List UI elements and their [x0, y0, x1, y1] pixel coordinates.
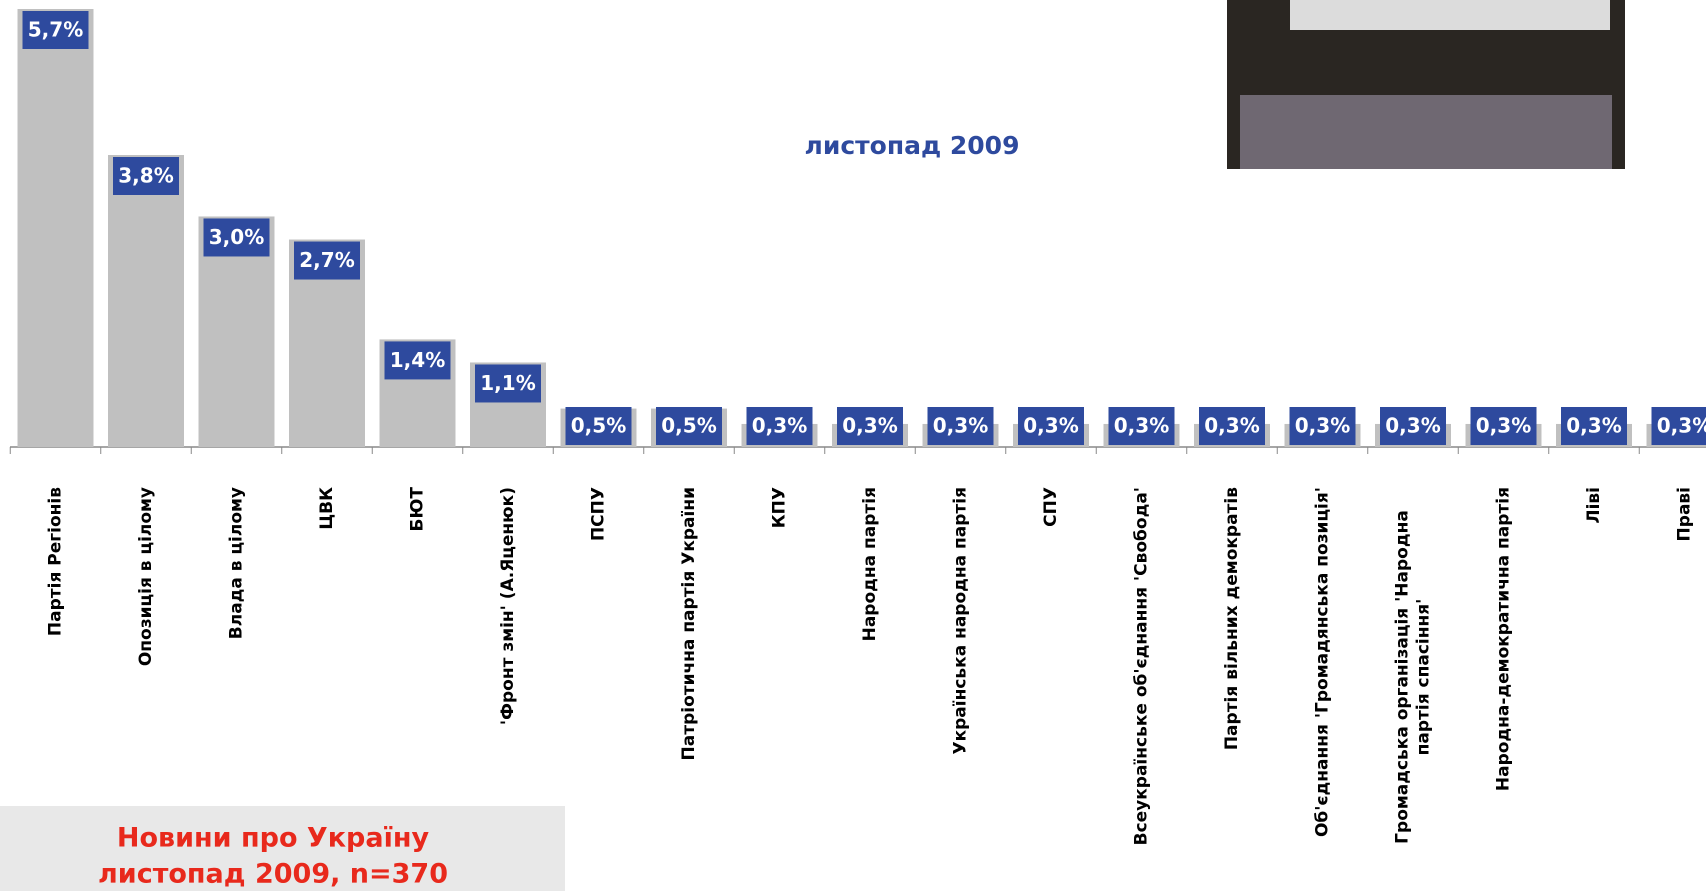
note-box	[0, 806, 565, 891]
value-label: 1,4%	[390, 348, 445, 372]
value-label: 0,3%	[1295, 414, 1350, 438]
x-tick-label: Всеукраїнське об'єднання 'Свобода'	[1132, 487, 1152, 845]
x-tick-label: ПСПУ	[589, 487, 609, 541]
x-tick-label: Влада в цілому	[227, 487, 247, 639]
value-label-box	[1651, 407, 1706, 445]
x-tick-label: Патріотична партія України	[679, 487, 699, 760]
x-tick-label: КПУ	[770, 487, 790, 528]
x-tick-label: БЮТ	[408, 487, 428, 532]
value-label-box	[1108, 407, 1175, 445]
note-line: Новини про Україну	[117, 823, 430, 854]
value-label-box	[837, 407, 903, 445]
note-line: листопад 2009, n=370	[98, 859, 448, 890]
value-label-box	[294, 241, 360, 280]
value-label-box	[1289, 407, 1356, 445]
value-label-box	[1470, 407, 1537, 445]
value-label: 0,3%	[1476, 414, 1531, 438]
value-label-box	[1561, 407, 1627, 445]
value-label: 5,7%	[28, 18, 83, 42]
x-tick-label: ЦВК	[317, 487, 337, 530]
x-tick-label: Партія вільних демократів	[1222, 487, 1242, 750]
x-tick-label: СПУ	[1041, 487, 1061, 527]
value-label-box	[565, 407, 632, 445]
photo-banners	[1290, 0, 1610, 30]
x-tick-label: 'Фронт змін' (А.Яценюк)	[498, 487, 518, 725]
value-label-box	[113, 157, 179, 195]
value-label: 0,3%	[933, 414, 988, 438]
value-label: 3,8%	[118, 164, 173, 188]
value-label: 0,3%	[1385, 414, 1440, 438]
x-tick-label: Ліві	[1584, 487, 1604, 524]
x-tick-label: Громадська організація 'Народнапартія сп…	[1393, 510, 1434, 844]
bar	[108, 155, 184, 447]
value-label: 0,3%	[1566, 414, 1621, 438]
value-label-box	[746, 407, 813, 445]
x-tick-label: Народна-демократична партія	[1494, 487, 1514, 791]
value-label: 0,3%	[1114, 414, 1169, 438]
value-label: 2,7%	[299, 248, 354, 272]
value-label: 0,3%	[842, 414, 897, 438]
x-tick-label: Об'єднання 'Громадянська позиція'	[1313, 487, 1333, 837]
value-label: 0,3%	[1204, 414, 1259, 438]
value-label: 0,5%	[571, 414, 626, 438]
value-label-box	[384, 341, 451, 380]
chart-title: листопад 2009	[805, 131, 1020, 160]
value-label: 0,3%	[1657, 414, 1706, 438]
value-label-box	[656, 407, 722, 445]
value-label-box	[475, 364, 541, 403]
value-label-box	[927, 407, 994, 445]
value-label-box	[1380, 407, 1446, 445]
value-label: 0,3%	[1023, 414, 1078, 438]
value-label: 0,5%	[661, 414, 716, 438]
value-label-box	[22, 11, 89, 49]
value-label-box	[203, 218, 270, 257]
x-tick-label: Опозиція в цілому	[136, 487, 156, 666]
value-label: 0,3%	[752, 414, 807, 438]
value-label: 1,1%	[480, 371, 535, 395]
x-tick-label: Партія Регіонів	[46, 487, 66, 636]
photo-ground	[1240, 95, 1612, 169]
value-label-box	[1018, 407, 1084, 445]
value-label: 3,0%	[209, 225, 264, 249]
x-tick-label: Українська народна партія	[951, 487, 971, 755]
x-tick-label: Праві	[1675, 487, 1695, 541]
x-tick-label: Народна партія	[860, 487, 880, 641]
value-label-box	[1199, 407, 1265, 445]
bar	[17, 9, 94, 447]
